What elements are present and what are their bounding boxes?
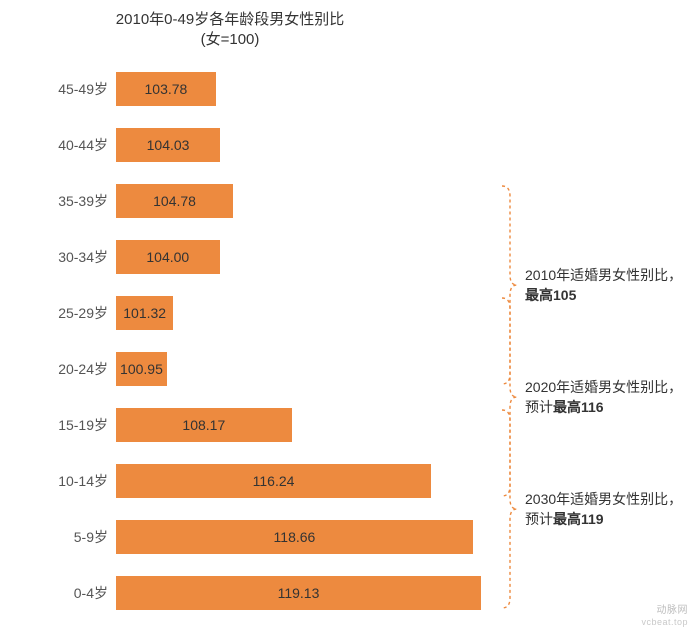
annotation-text-plain: 2010年适婚男女性别比， (525, 267, 682, 283)
annotation-text: 2020年适婚男女性别比，预计最高116 (525, 377, 685, 418)
chart-title-line1: 2010年0-49岁各年龄段男女性别比 (116, 11, 344, 28)
bar: 104.00 (116, 240, 220, 274)
bar-row: 30-34岁 104.00 (8, 229, 508, 285)
annotation-text: 2030年适婚男女性别比，预计最高119 (525, 489, 685, 530)
bar-value-label: 100.95 (120, 361, 163, 377)
y-axis-label: 25-29岁 (8, 303, 108, 323)
y-axis-label: 10-14岁 (8, 471, 108, 491)
y-axis-label: 0-4岁 (8, 583, 108, 603)
bar-value-label: 103.78 (144, 81, 187, 97)
bar-row: 5-9岁 118.66 (8, 509, 508, 565)
bar: 108.17 (116, 408, 292, 442)
bar-row: 15-19岁 108.17 (8, 397, 508, 453)
bar-row: 10-14岁 116.24 (8, 453, 508, 509)
bar: 101.32 (116, 296, 173, 330)
y-axis-label: 30-34岁 (8, 247, 108, 267)
y-axis-label: 20-24岁 (8, 359, 108, 379)
watermark-site: vcbeat.top (641, 617, 688, 628)
y-axis-label: 5-9岁 (8, 527, 108, 547)
bar-row: 20-24岁 100.95 (8, 341, 508, 397)
bar-row: 35-39岁 104.78 (8, 173, 508, 229)
bar-row: 45-49岁 103.78 (8, 61, 508, 117)
annotation-text: 2010年适婚男女性别比， 最高105 (525, 265, 685, 306)
curly-brace-icon (500, 408, 518, 610)
bar: 116.24 (116, 464, 431, 498)
bar-row: 25-29岁 101.32 (8, 285, 508, 341)
bar-value-label: 104.78 (153, 193, 196, 209)
bar-value-label: 101.32 (123, 305, 166, 321)
annotation-text-bold: 最高119 (553, 511, 604, 527)
y-axis-label: 35-39岁 (8, 191, 108, 211)
bar-row: 40-44岁 104.03 (8, 117, 508, 173)
y-axis-label: 40-44岁 (8, 135, 108, 155)
bar-value-label: 119.13 (278, 585, 320, 601)
chart-plot-area: 45-49岁 103.78 40-44岁 104.03 35-39岁 104.78 30-3… (8, 61, 508, 621)
watermark-brand: 动脉网 (641, 605, 688, 617)
bar: 100.95 (116, 352, 167, 386)
bar-value-label: 116.24 (253, 473, 295, 489)
bar: 119.13 (116, 576, 481, 610)
bar-value-label: 104.00 (146, 249, 189, 265)
watermark: 动脉网 vcbeat.top (641, 605, 688, 628)
bar-row: 0-4岁 119.13 (8, 565, 508, 621)
chart-title-line2: (女=100) (201, 31, 260, 48)
bar: 103.78 (116, 72, 216, 106)
y-axis-label: 45-49岁 (8, 79, 108, 99)
bar-value-label: 118.66 (274, 529, 316, 545)
bar-value-label: 108.17 (182, 417, 225, 433)
y-axis-label: 15-19岁 (8, 415, 108, 435)
chart-title: 2010年0-49岁各年龄段男女性别比 (女=100) (80, 10, 380, 51)
bar-value-label: 104.03 (147, 137, 190, 153)
annotation-text-bold: 最高105 (525, 287, 576, 303)
bar: 118.66 (116, 520, 473, 554)
chart-frame: 2010年0-49岁各年龄段男女性别比 (女=100) 45-49岁 103.78… (0, 0, 694, 632)
annotation-text-bold: 最高116 (553, 399, 604, 415)
bar: 104.03 (116, 128, 220, 162)
bar: 104.78 (116, 184, 233, 218)
